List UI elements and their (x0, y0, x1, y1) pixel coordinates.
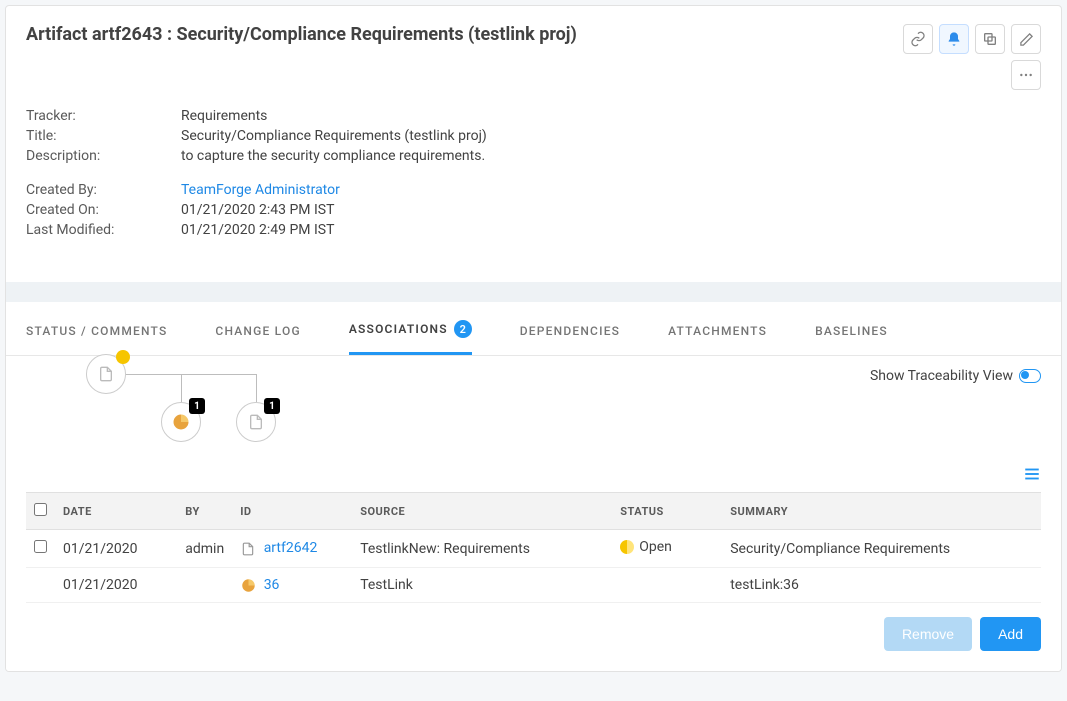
tab-attachments[interactable]: ATTACHMENTS (668, 302, 767, 355)
th-summary: SUMMARY (722, 493, 1041, 530)
add-button[interactable]: Add (980, 617, 1041, 651)
bell-icon (946, 31, 962, 47)
bell-button[interactable] (939, 24, 969, 54)
cell-status (612, 568, 722, 603)
tab-baselines[interactable]: BASELINES (815, 302, 888, 355)
lastmod-label: Last Modified: (26, 222, 181, 238)
th-id: ID (232, 493, 352, 530)
pencil-icon (1019, 32, 1034, 47)
lastmod-value: 01/21/2020 2:49 PM IST (181, 222, 334, 238)
tracker-label: Tracker: (26, 108, 181, 124)
cell-by (177, 568, 232, 603)
cell-date: 01/21/2020 (55, 530, 177, 568)
tab-associations-label: ASSOCIATIONS (349, 322, 448, 336)
createdon-value: 01/21/2020 2:43 PM IST (181, 202, 334, 218)
node-badge: 1 (264, 398, 280, 414)
edit-button[interactable] (1011, 24, 1041, 54)
cell-summary: Security/Compliance Requirements (722, 530, 1041, 568)
tabs-bar: STATUS / COMMENTS CHANGE LOG ASSOCIATION… (6, 302, 1061, 356)
graph-node-root[interactable] (86, 354, 126, 394)
more-button[interactable] (1011, 60, 1041, 90)
tab-dependencies[interactable]: DEPENDENCIES (520, 302, 620, 355)
cell-source: TestlinkNew: Requirements (352, 530, 612, 568)
cell-by: admin (177, 530, 232, 568)
status-text: Open (639, 539, 672, 555)
row-id-link[interactable]: 36 (264, 577, 280, 593)
cell-date: 01/21/2020 (55, 568, 177, 603)
copy-icon (982, 31, 998, 47)
table-row: 01/21/2020 admin artf2642 TestlinkNew: R… (26, 530, 1041, 568)
tab-change-log[interactable]: CHANGE LOG (215, 302, 300, 355)
document-icon (98, 366, 114, 382)
tab-status-comments[interactable]: STATUS / COMMENTS (26, 302, 167, 355)
th-by: BY (177, 493, 232, 530)
status-dot-icon (620, 540, 634, 554)
associations-table: DATE BY ID SOURCE STATUS SUMMARY 01/21/2… (26, 492, 1041, 603)
document-icon (240, 541, 256, 557)
menu-icon (1023, 465, 1041, 483)
th-status: STATUS (612, 493, 722, 530)
description-value: to capture the security compliance requi… (181, 148, 485, 164)
tab-associations[interactable]: ASSOCIATIONS 2 (349, 302, 472, 355)
graph-node-child[interactable]: 1 (236, 402, 276, 442)
table-row: 01/21/2020 36 TestLink testLink:36 (26, 568, 1041, 603)
node-badge (116, 350, 130, 364)
cell-source: TestLink (352, 568, 612, 603)
associations-count-badge: 2 (454, 320, 472, 338)
ellipsis-icon (1018, 67, 1034, 83)
node-badge: 1 (189, 398, 205, 414)
table-menu-button[interactable] (1023, 464, 1041, 488)
tracker-value: Requirements (181, 108, 267, 124)
association-graph: 1 1 (76, 354, 1041, 464)
description-label: Description: (26, 148, 181, 164)
section-divider (6, 282, 1061, 302)
graph-node-child[interactable]: 1 (161, 402, 201, 442)
th-date: DATE (55, 493, 177, 530)
pie-icon (240, 577, 256, 593)
pie-icon (172, 413, 190, 431)
link-icon (910, 31, 926, 47)
createdon-label: Created On: (26, 202, 181, 218)
createdby-link[interactable]: TeamForge Administrator (181, 182, 340, 198)
row-id-link[interactable]: artf2642 (264, 540, 318, 556)
select-all-checkbox[interactable] (34, 503, 47, 516)
status-badge: Open (620, 539, 672, 555)
title-value: Security/Compliance Requirements (testli… (181, 128, 487, 144)
toolbar (903, 24, 1041, 90)
remove-button[interactable]: Remove (884, 617, 972, 651)
title-label: Title: (26, 128, 181, 144)
link-button[interactable] (903, 24, 933, 54)
page-title: Artifact artf2643 : Security/Compliance … (26, 24, 577, 45)
copy-button[interactable] (975, 24, 1005, 54)
details-section: Tracker: Requirements Title: Security/Co… (6, 108, 1061, 282)
row-checkbox[interactable] (34, 540, 47, 553)
cell-summary: testLink:36 (722, 568, 1041, 603)
th-source: SOURCE (352, 493, 612, 530)
document-icon (248, 414, 264, 430)
createdby-label: Created By: (26, 182, 181, 198)
